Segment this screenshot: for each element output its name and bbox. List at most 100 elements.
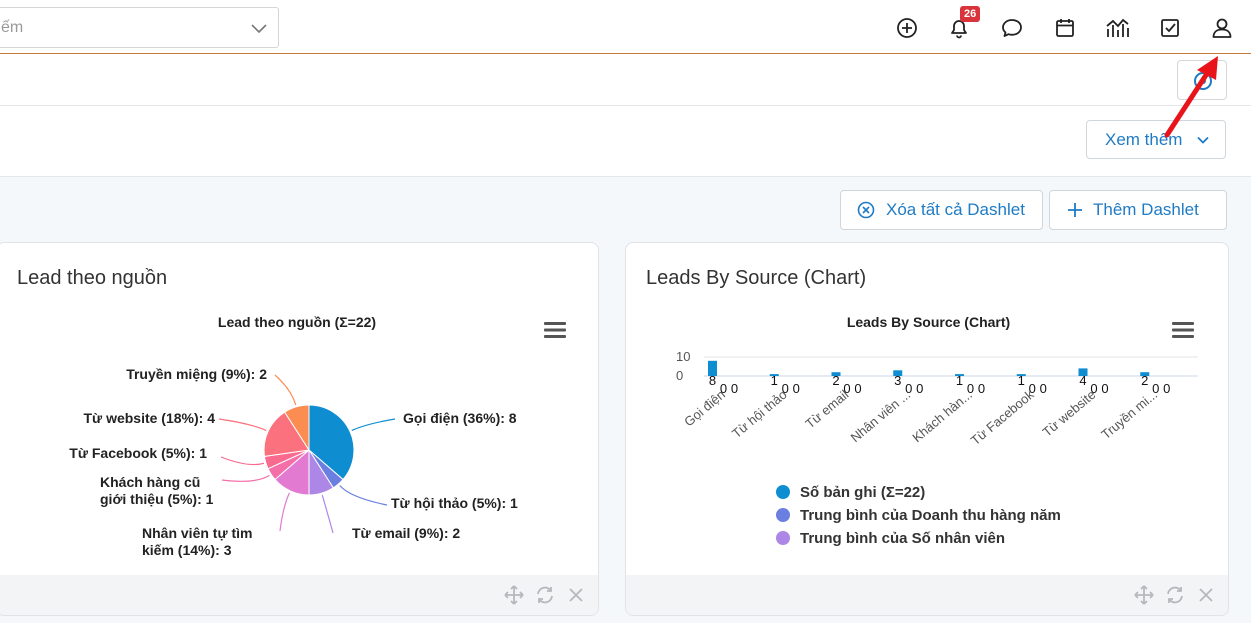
chart-menu-icon[interactable] <box>544 321 566 339</box>
bar-data-label: 0 <box>720 381 727 396</box>
pie-connector <box>274 374 297 406</box>
bar[interactable] <box>1016 374 1026 376</box>
x-tick-label: Từ email <box>802 387 851 432</box>
chevron-down-icon[interactable] <box>250 19 268 37</box>
plus-icon <box>1068 203 1082 217</box>
see-more-label: Xem thêm <box>1105 130 1183 149</box>
dashlet-title: Leads By Source (Chart) <box>646 267 867 289</box>
bell-icon[interactable] <box>946 15 972 41</box>
dashlet-footer <box>0 575 598 615</box>
bar-data-label: 0 <box>843 381 850 396</box>
bar-data-label: 0 <box>916 381 923 396</box>
pie-slice-label: Gọi điện (36%): 8 <box>403 410 517 426</box>
pie-slice-label: Nhân viên tự tìm kiếm (14%): 3 <box>142 525 252 558</box>
legend-item-0[interactable]: Số bản ghi (Σ=22) <box>776 484 925 501</box>
y-tick-label: 10 <box>676 349 690 364</box>
bar-data-label: 0 <box>1152 381 1159 396</box>
bar-data-label: 0 <box>793 381 800 396</box>
close-icon[interactable] <box>566 585 586 605</box>
bar[interactable] <box>955 374 964 376</box>
legend-item-2[interactable]: Trung bình của Số nhân viên <box>776 530 1005 547</box>
chat-icon[interactable] <box>999 15 1025 41</box>
pie-slice-label: Khách hàng cũ giới thiệu (5%): 1 <box>100 474 214 507</box>
chart-title: Lead theo nguồn (Σ=22) <box>217 314 377 330</box>
user-profile-icon[interactable] <box>1209 15 1235 41</box>
dashlet-leads-by-source-chart: Leads By Source (Chart) Leads By Source … <box>625 242 1229 616</box>
legend-dot <box>776 508 790 522</box>
chevron-down-icon <box>1197 136 1209 144</box>
pie-connector <box>321 494 334 534</box>
pie-slice[interactable] <box>308 404 355 481</box>
see-more-button[interactable]: Xem thêm <box>1086 120 1226 159</box>
red-arrow-annotation <box>1164 56 1218 138</box>
legend-label: Số bản ghi (Σ=22) <box>800 484 926 501</box>
bar-data-label: 0 <box>967 381 974 396</box>
y-tick-label: 0 <box>676 368 683 383</box>
tasks-checkbox-icon[interactable] <box>1157 15 1183 41</box>
view-options-bar: Xem thêm <box>0 106 1251 177</box>
bar-data-label: 0 <box>1029 381 1036 396</box>
bar[interactable] <box>1078 368 1088 376</box>
pie-slice-label: Truyền miệng (9%): 2 <box>126 366 267 382</box>
refresh-icon[interactable] <box>1165 585 1185 605</box>
x-tick-label: Từ website <box>1039 387 1098 440</box>
clear-all-dashlets-button[interactable]: Xóa tất cả Dashlet <box>840 190 1043 230</box>
bar[interactable] <box>708 360 717 376</box>
dashlet-footer <box>626 575 1228 615</box>
pie-connector <box>220 456 265 466</box>
circle-x-icon <box>857 201 875 219</box>
legend-dot <box>776 485 790 499</box>
pie-slice-label: Từ hội thảo (5%): 1 <box>391 495 518 511</box>
bar-data-label: 0 <box>782 381 789 396</box>
bar[interactable] <box>1140 372 1150 376</box>
bar-data-label: 0 <box>1040 381 1047 396</box>
pie-chart: Gọi điện (36%): 8 Từ hội thảo (5%): 1 Từ e… <box>69 366 518 558</box>
pie-slice[interactable] <box>263 411 310 457</box>
global-search[interactable] <box>0 7 279 48</box>
pie-connector <box>221 474 270 482</box>
refresh-icon[interactable] <box>535 585 555 605</box>
legend-label: Trung bình của Số nhân viên <box>800 530 1006 547</box>
bar-data-label: 0 <box>978 381 985 396</box>
pie-slice-label: Từ website (18%): 4 <box>83 410 215 426</box>
dashlet-lead-source: Lead theo nguồn Lead theo nguồn (Σ=22) G… <box>0 242 599 616</box>
bar-data-label: 3 <box>894 373 901 388</box>
x-tick-label: Từ hội thảo <box>729 387 790 441</box>
bar-data-label: 0 <box>1101 381 1108 396</box>
reports-chart-icon[interactable] <box>1104 15 1130 41</box>
bar[interactable] <box>893 370 903 376</box>
notification-badge: 26 <box>960 6 981 22</box>
x-tick-label: Gọi điện <box>681 387 728 430</box>
bar[interactable] <box>769 374 779 376</box>
pie-connector <box>279 492 291 532</box>
move-icon[interactable] <box>504 585 524 605</box>
search-input[interactable] <box>0 8 231 47</box>
add-icon[interactable] <box>894 15 920 41</box>
pie-slice[interactable] <box>283 404 310 452</box>
sub-header <box>0 54 1251 106</box>
pie-slice-label: Từ Facebook (5%): 1 <box>69 445 207 461</box>
bar-data-label: 2 <box>832 373 839 388</box>
bar-data-label: 8 <box>709 373 716 388</box>
chart-menu-icon[interactable] <box>1172 321 1194 339</box>
bar-data-label: 2 <box>1141 373 1148 388</box>
top-bar: 26 <box>0 0 1251 54</box>
bar[interactable] <box>831 372 841 376</box>
close-icon[interactable] <box>1196 585 1216 605</box>
pie-connector <box>218 418 267 432</box>
move-icon[interactable] <box>1134 585 1154 605</box>
bar-data-label: 0 <box>905 381 912 396</box>
legend-dot <box>776 531 790 545</box>
calendar-icon[interactable] <box>1052 15 1078 41</box>
legend-item-1[interactable]: Trung bình của Doanh thu hàng năm <box>776 507 1061 524</box>
pie-connector <box>351 418 396 432</box>
bar-data-label: 1 <box>771 373 778 388</box>
bar-data-label: 1 <box>956 373 963 388</box>
bar-data-label: 4 <box>1079 373 1086 388</box>
bar-data-label: 0 <box>1090 381 1097 396</box>
bar-data-label: 0 <box>1163 381 1170 396</box>
chart-title: Leads By Source (Chart) <box>846 314 1011 330</box>
add-dashlet-button[interactable]: Thêm Dashlet <box>1049 190 1227 230</box>
legend-label: Trung bình của Doanh thu hàng năm <box>800 507 1061 524</box>
